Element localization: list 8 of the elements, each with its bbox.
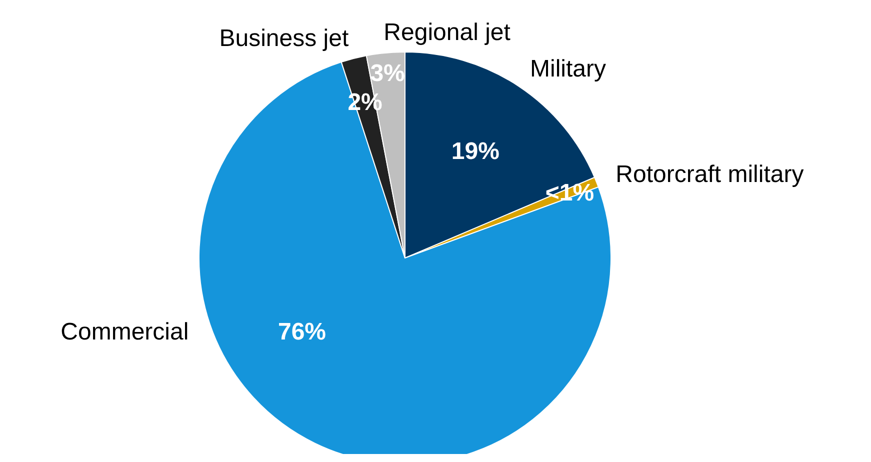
slice-label: Commercial <box>60 318 189 346</box>
data-label: 19% <box>451 138 500 165</box>
slice-label: Rotorcraft military <box>616 161 804 188</box>
slice-label: Business jet <box>219 25 349 52</box>
slice-label: Regional jet <box>384 18 511 46</box>
data-label: 76% <box>278 318 326 346</box>
slice-label: Military <box>530 56 606 82</box>
data-label: 3% <box>370 60 405 87</box>
